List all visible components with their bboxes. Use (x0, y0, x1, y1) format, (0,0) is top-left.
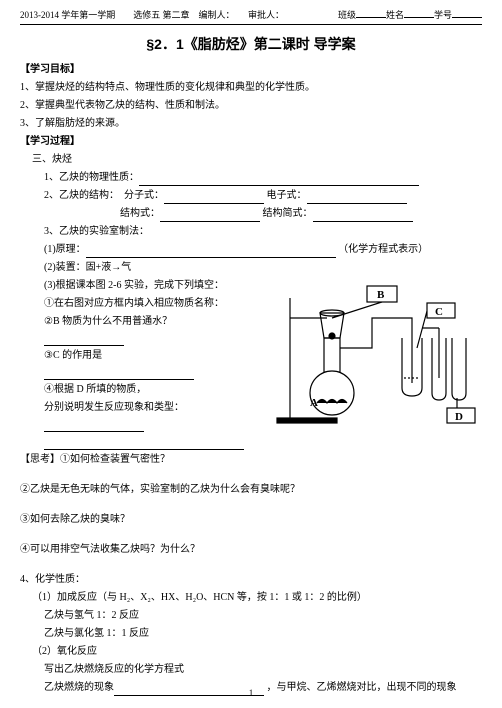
p3-5-blank[interactable] (44, 422, 144, 432)
label-a: A (310, 397, 318, 409)
chem4-1b: 乙炔与氯化氢 1：1 反应 (20, 626, 482, 642)
p1-line: (1)原理： （化学方程式表示） (20, 242, 482, 258)
p3-3-line: ③C 的作用是 (20, 348, 250, 380)
q2-simple-label: 结构简式： (263, 208, 313, 219)
think-3: ③如何去除乙炔的臭味？ (20, 512, 482, 528)
page-header: 2013-2014 学年第一学期 选修五 第二章 编制人： 审批人： 班级 姓名… (20, 8, 482, 25)
p1-label: (1)原理： (44, 244, 86, 255)
q2-label: 2、乙炔的结构： 分子式： (44, 190, 164, 201)
q1-label: 1、乙炔的物理性质： (44, 172, 139, 183)
label-b: B (377, 289, 385, 301)
name-label: 姓名 (386, 8, 404, 22)
q2-line1: 2、乙炔的结构： 分子式： 电子式： (20, 188, 482, 204)
class-label: 班级 (338, 8, 356, 22)
p3-5-line: 分别说明发生反应现象和类型： (20, 400, 250, 432)
q2-blank1[interactable] (164, 194, 264, 204)
goal-1: 1、掌握炔烃的结构特点、物理性质的变化规律和典型的化学性质。 (20, 80, 482, 96)
header-left: 2013-2014 学年第一学期 选修五 第二章 编制人： 审批人： (20, 8, 284, 22)
q1-line: 1、乙炔的物理性质： (20, 170, 482, 186)
section-three: 三、炔烃 (20, 152, 482, 168)
id-label: 学号 (434, 8, 452, 22)
q1-blank[interactable] (139, 176, 419, 186)
think-1: 【思考】①如何检查装置气密性？ (20, 452, 482, 468)
p3-5-blank2[interactable] (44, 440, 244, 450)
p3-line: (3)根据课本图 2-6 实验，完成下列填空： (20, 278, 250, 294)
q2-struct-label: 结构式： (120, 208, 160, 219)
chem4-1a: 乙炔与氢气 1：2 反应 (20, 608, 482, 624)
chem4-2c: ，与甲烷、乙烯燃烧对比，出现不同的现象 (267, 682, 457, 693)
p3-1-line: ①在右图对应方框内填入相应物质名称： (20, 296, 250, 312)
p3-2-blank[interactable] (44, 336, 124, 346)
goal-2: 2、掌握典型代表物乙炔的结构、性质和制法。 (20, 98, 482, 114)
chem4-1: （1）加成反应（与 H₂、X₂、HX、H₂O、HCN 等，按 1：1 或 1：2… (20, 590, 482, 606)
chem4-2b-blank[interactable] (114, 686, 264, 696)
goals-heading: 【学习目标】 (20, 62, 482, 78)
p1-tail: （化学方程式表示） (338, 244, 428, 255)
id-blank[interactable] (452, 8, 482, 18)
process-heading: 【学习过程】 (20, 134, 482, 150)
think-4: ④可以用排空气法收集乙炔吗？为什么？ (20, 542, 482, 558)
p3-2-line: ②B 物质为什么不用普通水？ (20, 314, 250, 346)
q2-blank3[interactable] (160, 212, 260, 222)
q2-line2: 结构式： 结构简式： (20, 206, 482, 222)
q3-line: 3、乙炔的实验室制法： (20, 224, 482, 240)
q2-blank2[interactable] (307, 194, 407, 204)
chem4-2b: 乙炔燃烧的现象 (44, 682, 114, 693)
label-d: D (455, 411, 463, 423)
class-blank[interactable] (356, 8, 386, 18)
p3-3-blank[interactable] (44, 370, 194, 380)
p3-4-line: ④根据 D 所填的物质， (20, 382, 250, 398)
page-number: 1 (249, 686, 254, 700)
chem4-head: 4、化学性质： (20, 572, 482, 588)
goal-3: 3、了解脂肪烃的来源。 (20, 116, 482, 132)
name-blank[interactable] (404, 8, 434, 18)
p3-2-label: ②B 物质为什么不用普通水？ (44, 316, 172, 327)
apparatus-diagram: A B C D (272, 278, 482, 428)
think-2: ②乙炔是无色无味的气体，实验室制的乙炔为什么会有臭味呢？ (20, 482, 482, 498)
p3-3-label: ③C 的作用是 (44, 350, 102, 361)
p1-blank[interactable] (86, 248, 336, 258)
q2-elec-label: 电子式： (267, 190, 307, 201)
chem4-2: （2）氧化反应 (20, 644, 482, 660)
chem4-2a: 写出乙炔燃烧反应的化学方程式 (20, 662, 482, 678)
p2-line: (2)装置：固+液→气 (20, 260, 482, 276)
label-c: C (435, 306, 443, 318)
q2-blank4[interactable] (313, 212, 413, 222)
page-title: §2．1《脂肪烃》第二课时 导学案 (20, 33, 482, 55)
p3-5-label: 分别说明发生反应现象和类型： (44, 402, 184, 413)
